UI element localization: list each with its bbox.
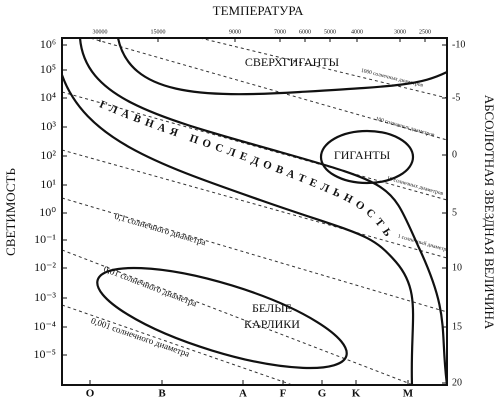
bottom-tick-label: B [158, 388, 166, 400]
right-tick-label: 20 [452, 377, 462, 388]
top-tick-label: 6000 [299, 29, 311, 35]
curves [62, 38, 447, 385]
diameter-label: 1 солнечный диаметр [397, 233, 448, 253]
top-tick-label: 3000 [394, 29, 406, 35]
right-tick-label: 10 [452, 262, 462, 273]
right-tick-label: 15 [452, 321, 462, 332]
left-tick-label: 10³ [40, 119, 56, 133]
white-dwarfs-label: КАРЛИКИ [244, 317, 300, 331]
bottom-tick-label: A [239, 388, 247, 400]
right-tick-label: 5 [452, 207, 457, 218]
left-tick-label: 10⁻⁵ [33, 347, 56, 361]
diameter-line [199, 38, 447, 99]
diameter-line [88, 38, 447, 141]
right-tick-label: -10 [452, 39, 465, 50]
left-tick-label: 10⁴ [40, 90, 56, 104]
left-tick-label: 10⁻² [34, 260, 56, 274]
left-tick-label: 10¹ [40, 177, 56, 191]
right-tick-label: -5 [452, 92, 460, 103]
left-axis-title: СВЕТИМОСТЬ [3, 168, 18, 256]
top-tick-label: 7000 [274, 29, 286, 35]
right-axis-title: АБСОЛЮТНАЯ ЗВЕЗДНАЯ ВЕЛИЧИНА [482, 95, 497, 330]
diameter-label: 100 солнечных диаметров [375, 116, 436, 139]
left-tick-label: 10⁰ [39, 205, 56, 219]
diameter-line [62, 149, 447, 259]
bottom-tick-label: G [318, 388, 327, 400]
supergiant-boundary [116, 38, 447, 96]
top-tick-label: 5000 [324, 29, 336, 35]
bottom-tick-label: F [280, 388, 287, 400]
main-sequence-upper [78, 38, 447, 385]
bottom-tick-label: M [403, 388, 414, 400]
left-tick-label: 10⁵ [40, 62, 56, 76]
top-tick-label: 4000 [351, 29, 363, 35]
plot-frame [61, 37, 448, 386]
bottom-tick-label: K [352, 388, 361, 400]
top-tick-label: 2500 [419, 29, 431, 35]
white-dwarf-boundary [96, 266, 348, 370]
diameter-line [62, 91, 447, 201]
white-dwarfs-label: БЕЛЫЕ [252, 301, 292, 315]
diameter-line [62, 197, 447, 313]
left-tick-label: 10⁻⁴ [33, 319, 56, 333]
left-tick-label: 10⁻¹ [34, 232, 56, 246]
main-sequence-lower [62, 74, 415, 385]
supergiants-label: СВЕРХГИГАНТЫ [245, 55, 340, 69]
diameter-label: 0,01 солнечного диаметра [102, 264, 198, 309]
diameter-line [62, 304, 295, 385]
top-tick-label: 9000 [229, 29, 241, 35]
bottom-tick-label: O [86, 388, 95, 400]
left-tick-label: 10⁶ [40, 37, 56, 51]
top-tick-label: 15000 [151, 29, 166, 35]
left-tick-label: 10² [40, 148, 56, 162]
diameter-label: 0,1 солнечного диаметра [113, 211, 207, 247]
top-axis-title: ТЕМПЕРАТУРА [213, 3, 304, 18]
diameter-label: 10 солнечных диаметров [386, 176, 444, 198]
right-tick-label: 0 [452, 149, 457, 160]
diameter-line [62, 249, 415, 385]
left-tick-label: 10⁻³ [34, 290, 56, 304]
top-tick-label: 30000 [93, 29, 108, 35]
giants-boundary [319, 129, 415, 185]
giants-label: ГИГАНТЫ [334, 148, 391, 162]
